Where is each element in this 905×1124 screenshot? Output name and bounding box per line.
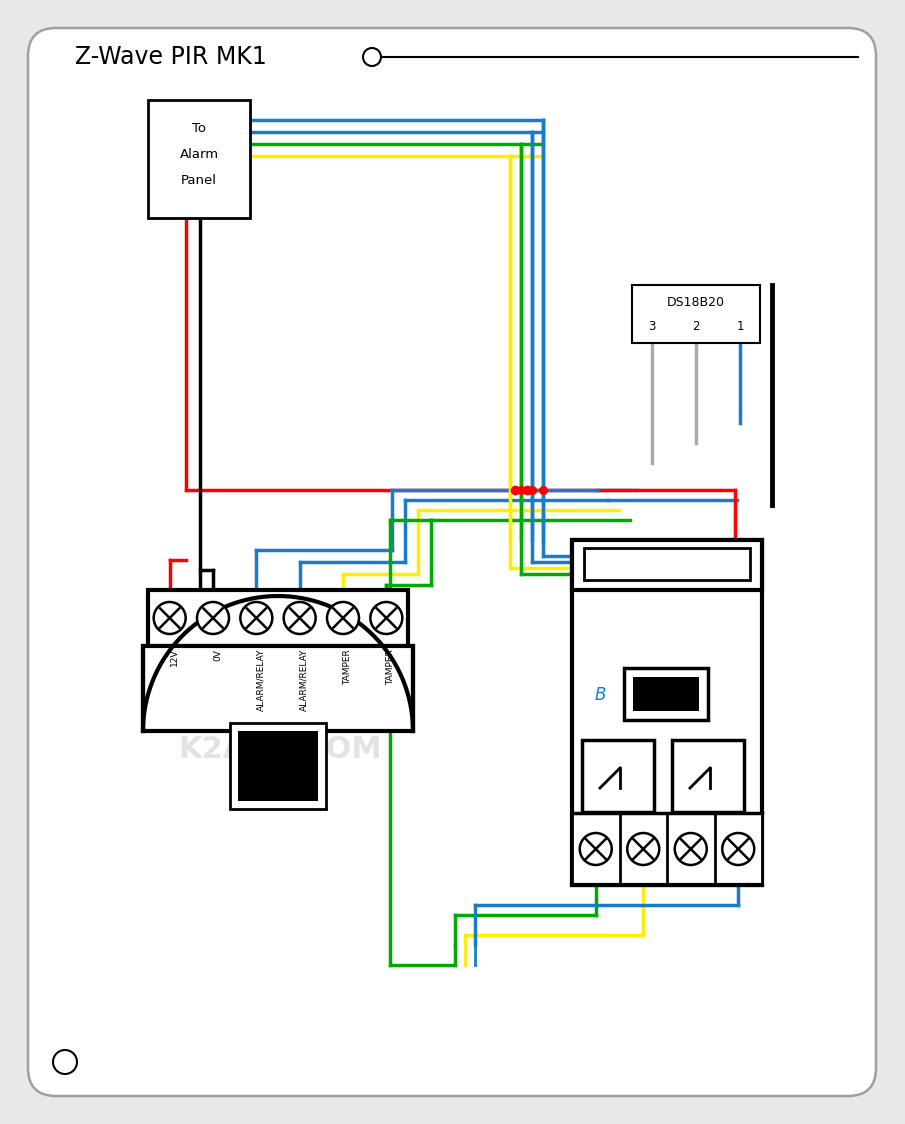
Bar [572,540,762,885]
Text: 3: 3 [648,320,656,334]
Circle shape [283,602,316,634]
Bar [633,677,699,711]
Bar [238,731,318,801]
Text: 2: 2 [692,320,700,334]
Circle shape [675,833,707,865]
Bar [582,740,654,812]
FancyBboxPatch shape [28,28,876,1096]
Bar [672,740,744,812]
Text: K2ABS.COM: K2ABS.COM [178,735,382,764]
Bar [148,590,408,646]
Text: TAMPER: TAMPER [343,649,352,685]
Text: 0V: 0V [213,649,222,661]
Text: Alarm: Alarm [179,147,219,161]
Text: TAMPER: TAMPER [386,649,395,685]
Circle shape [370,602,403,634]
Text: DS18B20: DS18B20 [667,297,725,309]
Bar [632,285,760,343]
Bar [230,723,326,809]
Text: To: To [192,121,206,135]
Text: 12V: 12V [169,649,178,667]
Bar [143,646,413,731]
Bar [572,813,762,885]
Text: ALARM/RELAY: ALARM/RELAY [256,649,265,711]
Text: B: B [595,686,605,704]
Bar [572,540,762,590]
Text: Z-Wave PIR MK1: Z-Wave PIR MK1 [75,45,267,69]
Bar [148,100,250,218]
Text: 1: 1 [737,320,744,334]
Circle shape [197,602,229,634]
Circle shape [53,1050,77,1075]
Wedge shape [143,596,413,731]
Text: Panel: Panel [181,173,217,187]
Circle shape [154,602,186,634]
Circle shape [627,833,659,865]
Bar [572,540,762,590]
Circle shape [241,602,272,634]
Bar [624,668,708,720]
Circle shape [722,833,754,865]
Circle shape [363,48,381,66]
Bar [584,549,750,580]
Text: ALARM/RELAY: ALARM/RELAY [300,649,309,711]
Circle shape [327,602,359,634]
Circle shape [580,833,612,865]
